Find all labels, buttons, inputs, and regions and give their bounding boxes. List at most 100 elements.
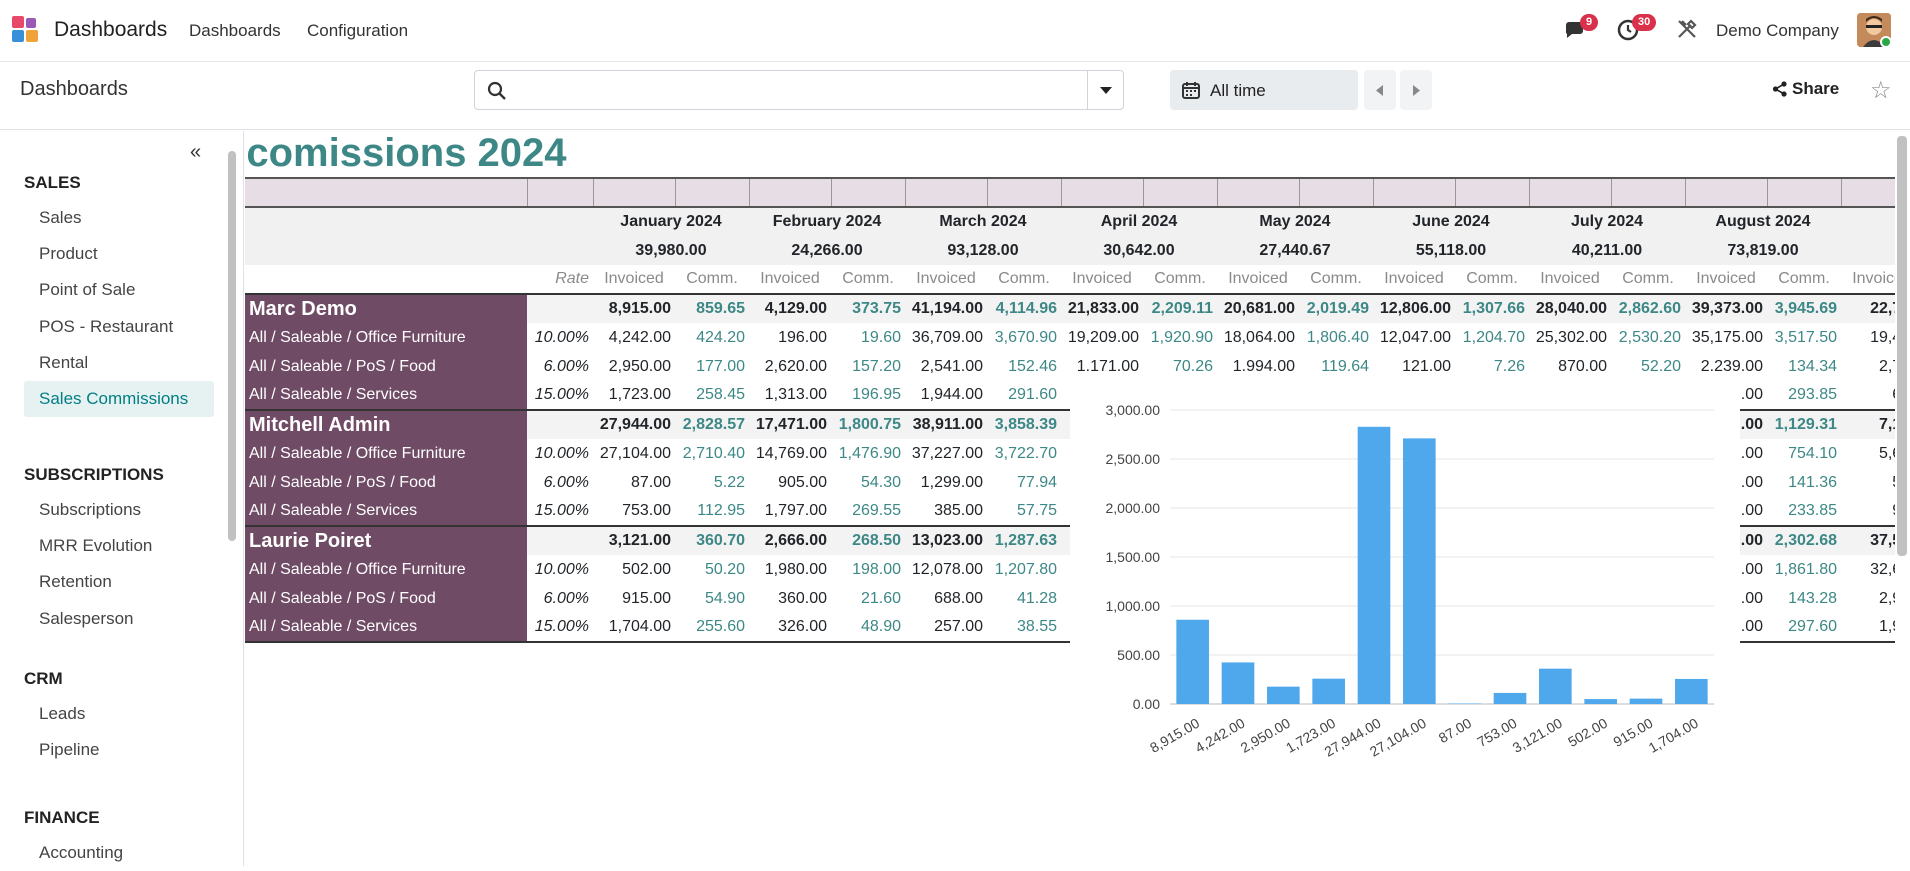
commission-cell[interactable]: 77.94 [1016,473,1057,491]
rate-cell[interactable]: 6.00% [543,473,589,491]
app-name[interactable]: Dashboards [54,18,168,41]
invoiced-cell[interactable]: 35,175.00 [1691,328,1763,346]
share-button[interactable]: Share [1772,79,1839,99]
rate-cell[interactable]: 15.00% [527,613,593,643]
date-filter-button[interactable]: All time [1170,70,1358,110]
invoiced-cell[interactable]: 17,471.00 [749,409,831,439]
month-total-cell[interactable]: 39,980.00 [593,236,749,265]
invoiced-cell[interactable]: 360.00 [778,589,827,607]
invoiced-cell[interactable]: .00 [1740,560,1763,578]
invoiced-cell[interactable]: 5,666 [1878,444,1895,462]
invoiced-cell[interactable]: 12,047.00 [1379,328,1451,346]
category-label-cell[interactable]: All / Saleable / Office Furniture [245,555,527,584]
month-total-cell[interactable]: 30,642.00 [1061,236,1217,265]
commission-cell[interactable]: 157.20 [852,357,901,375]
invoiced-cell[interactable]: 1,299.00 [920,473,983,491]
invoiced-cell[interactable]: 2,715 [1878,357,1895,375]
sidebar-item-pipeline[interactable]: Pipeline [39,740,100,760]
chart-bar[interactable] [1584,699,1617,704]
invoiced-cell[interactable]: 1,980.00 [764,560,827,578]
invoiced-cell[interactable]: 4,129.00 [749,293,831,323]
invoiced-cell[interactable]: 121.00 [1402,357,1451,375]
commission-cell[interactable]: 41.28 [1016,589,1057,607]
invoiced-cell[interactable]: 41,194.00 [905,293,987,323]
commission-cell[interactable]: 112.95 [697,502,745,519]
chart-bar[interactable] [1629,698,1663,704]
band-cell[interactable] [831,177,906,208]
month-name-cell[interactable]: June 2024 [1373,207,1529,236]
comm-header-cell[interactable]: Comm. [1767,265,1841,294]
commission-cell[interactable]: 2,828.57 [675,409,749,439]
commission-cell[interactable]: 255.60 [675,613,749,643]
invoiced-cell[interactable]: 1,944.00 [920,386,983,403]
category-label-cell[interactable]: All / Saleable / Services [245,613,527,643]
invoiced-cell[interactable]: 32,645 [1870,560,1895,578]
invoiced-cell[interactable]: 1.171.00 [1076,357,1139,375]
band-cell[interactable] [1841,177,1895,208]
band-cell[interactable] [675,177,750,208]
month-total-cell[interactable]: 24,266.00 [749,236,905,265]
invoiced-cell[interactable]: 37,227.00 [911,444,983,462]
category-label-cell[interactable]: All / Saleable / PoS / Food [245,468,527,497]
commission-cell[interactable]: 859.65 [675,293,749,323]
band-cell[interactable] [749,177,832,208]
commission-cell[interactable]: 70.26 [1172,357,1213,375]
commission-cell[interactable]: 2,209.11 [1143,293,1217,323]
invoiced-cell[interactable]: .00 [1740,502,1763,519]
category-label-cell[interactable]: All / Saleable / Services [245,381,527,410]
commission-cell[interactable]: 3,517.50 [1774,328,1837,346]
invoiced-cell[interactable]: 688.00 [934,589,983,607]
commission-cell[interactable]: 54.90 [704,589,745,607]
favorite-star-icon[interactable]: ☆ [1870,77,1892,104]
chart-bar[interactable] [1312,678,1345,704]
invoiced-cell[interactable]: 1.994.00 [1232,357,1295,375]
comm-header-cell[interactable]: Comm. [675,265,749,294]
commission-cell[interactable]: 143.28 [1788,589,1837,607]
commission-cell[interactable]: 1,207.80 [994,560,1057,578]
chart-bar[interactable] [1675,678,1708,704]
sidebar-item-pos-restaurant[interactable]: POS - Restaurant [39,316,174,336]
band-cell[interactable] [1767,177,1842,208]
tools-icon[interactable] [1676,18,1704,46]
commission-cell[interactable]: 1,861.80 [1774,560,1837,578]
salesperson-name-cell[interactable]: Mitchell Admin [245,409,527,439]
category-label-cell[interactable]: All / Saleable / PoS / Food [245,352,527,381]
rate-cell[interactable]: 10.00% [534,444,589,462]
commission-cell[interactable]: 2,710.40 [682,444,745,462]
invoiced-cell[interactable]: 2,541.00 [920,357,983,375]
chart-bar[interactable] [1539,668,1572,704]
invoiced-cell[interactable]: 1,313.00 [764,386,827,403]
band-cell[interactable] [1217,177,1300,208]
month-name-cell[interactable]: Septe [1841,207,1895,236]
corner-cell[interactable] [245,265,527,294]
sidebar-item-mrr-evolution[interactable]: MRR Evolution [39,536,153,556]
commission-cell[interactable]: 119.64 [1321,357,1369,375]
band-cell[interactable] [1373,177,1456,208]
commission-cell[interactable]: 48.90 [831,613,905,643]
commission-cell[interactable]: 38.55 [987,613,1061,643]
commission-cell[interactable]: 233.85 [1788,502,1837,519]
band-cell[interactable] [527,177,594,208]
invoiced-cell[interactable]: 27,104.00 [599,444,671,462]
invoiced-cell[interactable]: 3,121.00 [593,525,675,555]
invoiced-header-cell[interactable]: Invoiced [1061,265,1143,294]
commission-cell[interactable]: 196.95 [852,386,901,403]
chart-bar[interactable] [1448,703,1481,704]
sidebar-item-salesperson[interactable]: Salesperson [39,608,134,628]
invoiced-cell[interactable]: 36,709.00 [911,328,983,346]
sidebar-item-subscriptions[interactable]: Subscriptions [39,500,142,519]
commission-cell[interactable]: 177.00 [696,357,745,375]
rate-cell[interactable]: 10.00% [534,328,589,346]
nav-configuration[interactable]: Configuration [307,21,409,40]
month-name-cell[interactable]: August 2024 [1685,207,1841,236]
category-label-cell[interactable]: All / Saleable / Services [245,497,527,526]
month-name-cell[interactable]: January 2024 [593,207,749,236]
invoiced-cell[interactable]: 19,209.00 [1067,328,1139,346]
commission-cell[interactable]: 21.60 [860,589,901,607]
commission-cell[interactable]: 1,806.40 [1306,328,1369,346]
commission-cell[interactable]: 297.60 [1767,613,1841,643]
corner-cell[interactable] [527,236,593,265]
commission-cell[interactable]: 3,945.69 [1767,293,1841,323]
commission-cell[interactable]: 19.60 [860,328,901,346]
commission-cell[interactable]: 198.00 [852,560,901,578]
